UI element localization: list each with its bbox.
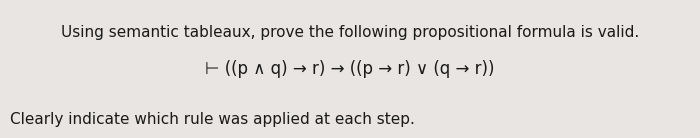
Text: Using semantic tableaux, prove the following propositional formula is valid.: Using semantic tableaux, prove the follo… xyxy=(61,25,639,40)
Text: Clearly indicate which rule was applied at each step.: Clearly indicate which rule was applied … xyxy=(10,112,415,127)
Text: ⊢ ((p ∧ q) → r) → ((p → r) ∨ (q → r)): ⊢ ((p ∧ q) → r) → ((p → r) ∨ (q → r)) xyxy=(205,60,495,78)
